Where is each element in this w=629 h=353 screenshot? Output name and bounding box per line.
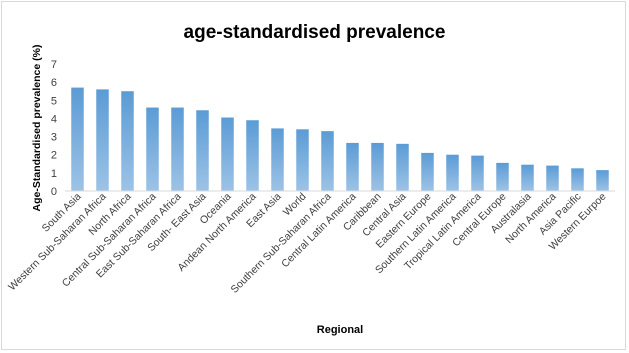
bar [146,107,159,191]
bar [421,152,434,191]
bar [246,120,259,191]
bar [496,162,509,191]
bar [221,117,234,191]
bar [571,168,584,191]
y-tick-label: 5 [51,95,57,107]
bar [121,91,134,191]
y-tick-label: 7 [51,59,57,71]
bar [521,164,534,191]
y-tick-label: 3 [51,132,57,144]
bar [371,142,384,191]
bar [196,110,209,191]
y-axis-ticks: 0 1 2 3 4 5 6 7 [51,59,57,198]
bar [271,128,284,191]
x-tick-label: Western Sub-Saharan Africa [6,191,109,294]
bar [321,131,334,191]
bar [596,170,609,191]
y-axis-label: Age-Standardised prevalence (%) [31,45,43,212]
bar [171,107,184,191]
bar [96,89,109,191]
bar [71,87,84,191]
chart-title: age-standardised prevalence [183,22,446,43]
x-axis-label: Regional [317,324,363,336]
y-tick-label: 1 [51,168,57,180]
y-tick-label: 4 [51,113,57,125]
bar [471,155,484,191]
bar [396,143,409,191]
bar [546,165,559,191]
bar [346,142,359,191]
bars [71,87,609,191]
y-tick-label: 6 [51,77,57,89]
bar [446,154,459,191]
y-tick-label: 0 [51,186,57,198]
y-tick-label: 2 [51,150,57,162]
bar [296,129,309,191]
